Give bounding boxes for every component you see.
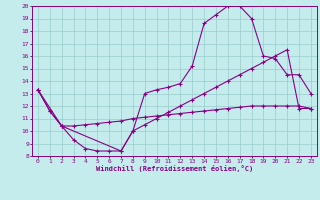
X-axis label: Windchill (Refroidissement éolien,°C): Windchill (Refroidissement éolien,°C) <box>96 165 253 172</box>
